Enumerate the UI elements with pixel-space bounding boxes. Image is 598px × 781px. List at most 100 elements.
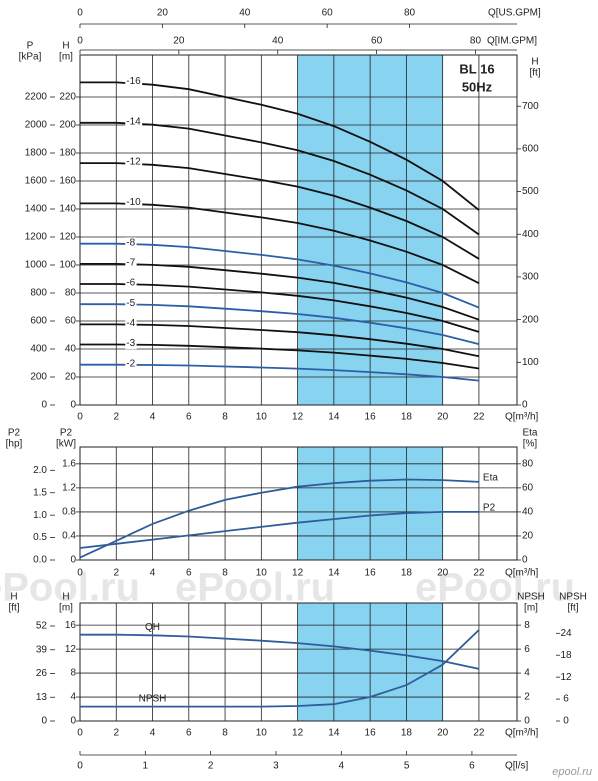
y-tick-label: 12 bbox=[65, 644, 77, 655]
x-tick-label: 2 bbox=[113, 568, 119, 579]
y-tick-label: 2200 bbox=[25, 92, 48, 103]
x-tick-label: 22 bbox=[473, 412, 485, 423]
curve bbox=[80, 633, 480, 670]
plot-frame bbox=[79, 602, 518, 722]
label-background bbox=[125, 318, 137, 330]
y-tick-label: 300 bbox=[522, 272, 539, 283]
x-tick-label: 2 bbox=[113, 412, 119, 423]
y-tick-label: 140 bbox=[59, 204, 76, 215]
x-tick-label: 2 bbox=[113, 728, 119, 739]
x-tick-label: 20 bbox=[157, 8, 169, 19]
y-tick-label: 60 bbox=[65, 316, 77, 327]
y-axis-title: [m] bbox=[59, 603, 73, 614]
y-tick-label: 39 bbox=[36, 644, 48, 655]
y-tick-label: 2000 bbox=[25, 120, 48, 131]
label-background bbox=[125, 237, 137, 249]
y-tick-label: 100 bbox=[59, 260, 76, 271]
curve bbox=[80, 81, 480, 211]
y-tick-label: 600 bbox=[522, 144, 539, 155]
series-label: P2 bbox=[483, 503, 496, 514]
x-tick-label: 20 bbox=[437, 568, 449, 579]
y-tick-label: 0 bbox=[563, 716, 569, 727]
y-tick-label: 0 bbox=[522, 400, 528, 411]
y-tick-label: 700 bbox=[522, 101, 539, 112]
y-tick-label: 400 bbox=[522, 229, 539, 240]
series-label: -8 bbox=[126, 237, 135, 248]
y-tick-label: 600 bbox=[30, 316, 47, 327]
curve bbox=[80, 363, 479, 382]
y-axis-title: NPSH bbox=[559, 592, 587, 603]
curve bbox=[79, 511, 479, 549]
curve bbox=[79, 478, 479, 559]
y-axis-title: [ft] bbox=[567, 603, 578, 614]
x-tick-label: 16 bbox=[365, 568, 377, 579]
series-label: -12 bbox=[126, 157, 141, 168]
y-tick-label: 400 bbox=[30, 344, 47, 355]
x-tick-label: 22 bbox=[473, 568, 485, 579]
x-tick-label: 12 bbox=[292, 412, 304, 423]
x-tick-label: 5 bbox=[404, 761, 410, 772]
y-axis-title: H bbox=[531, 57, 538, 68]
curve bbox=[80, 121, 480, 236]
x-tick-label: 18 bbox=[401, 568, 413, 579]
x-tick-label: 10 bbox=[256, 412, 268, 423]
y-tick-label: 6 bbox=[563, 694, 569, 705]
y-tick-label: 0.5 bbox=[33, 532, 47, 543]
x-tick-label: 6 bbox=[186, 568, 192, 579]
x-tick-label: 12 bbox=[292, 568, 304, 579]
y-tick-label: 52 bbox=[36, 621, 48, 632]
y-tick-label: 0 bbox=[70, 555, 76, 566]
y-tick-label: 13 bbox=[36, 692, 48, 703]
label-background bbox=[125, 156, 143, 168]
x-tick-label: 18 bbox=[401, 412, 413, 423]
y-tick-label: 1600 bbox=[25, 176, 48, 187]
curve bbox=[80, 629, 480, 708]
y-axis-title: [kPa] bbox=[19, 52, 42, 63]
x-tick-label: 16 bbox=[365, 412, 377, 423]
x-axis-title: Q[m³/h] bbox=[505, 568, 539, 579]
y-tick-label: 1.6 bbox=[62, 458, 76, 469]
y-tick-label: 200 bbox=[522, 314, 539, 325]
chart-title: BL 16 bbox=[459, 61, 494, 76]
curve bbox=[80, 242, 480, 309]
y-axis-title: [ft] bbox=[8, 603, 19, 614]
x-tick-label: 60 bbox=[371, 36, 383, 47]
y-axis-title: [%] bbox=[523, 439, 538, 450]
x-tick-label: 4 bbox=[339, 761, 345, 772]
x-tick-label: 4 bbox=[150, 728, 156, 739]
x-tick-label: 60 bbox=[322, 8, 334, 19]
y-tick-label: 1.2 bbox=[62, 483, 76, 494]
y-axis-title: P bbox=[27, 41, 34, 52]
y-tick-label: 16 bbox=[65, 620, 77, 631]
x-tick-label: 1 bbox=[143, 761, 149, 772]
y-tick-label: 180 bbox=[59, 148, 76, 159]
x-tick-label: 6 bbox=[186, 728, 192, 739]
y-axis-title: H bbox=[62, 592, 69, 603]
y-tick-label: 40 bbox=[65, 344, 77, 355]
watermark: ePool.ru bbox=[0, 566, 140, 610]
y-tick-label: 20 bbox=[65, 372, 77, 383]
curve bbox=[80, 303, 480, 345]
series-label: -7 bbox=[126, 258, 135, 269]
x-tick-label: 20 bbox=[437, 728, 449, 739]
series-label: -5 bbox=[126, 298, 135, 309]
x-tick-label: 80 bbox=[404, 8, 416, 19]
x-tick-label: 4 bbox=[150, 568, 156, 579]
series-label: -16 bbox=[126, 76, 141, 87]
y-tick-label: 100 bbox=[522, 357, 539, 368]
x-tick-label: 40 bbox=[272, 36, 284, 47]
x-axis-title: Q[US.GPM] bbox=[488, 8, 541, 19]
x-tick-label: 8 bbox=[222, 412, 228, 423]
label-background bbox=[125, 257, 137, 269]
y-tick-label: 200 bbox=[59, 120, 76, 131]
x-tick-label: 10 bbox=[256, 568, 268, 579]
label-background bbox=[125, 116, 143, 128]
watermark: ePool.ru bbox=[415, 566, 575, 610]
y-tick-label: 220 bbox=[59, 92, 76, 103]
series-label: NPSH bbox=[139, 693, 167, 704]
series-label: Eta bbox=[483, 473, 498, 484]
label-background bbox=[125, 338, 137, 350]
y-axis-title: P2 bbox=[8, 428, 21, 439]
y-tick-label: 0 bbox=[522, 555, 528, 566]
